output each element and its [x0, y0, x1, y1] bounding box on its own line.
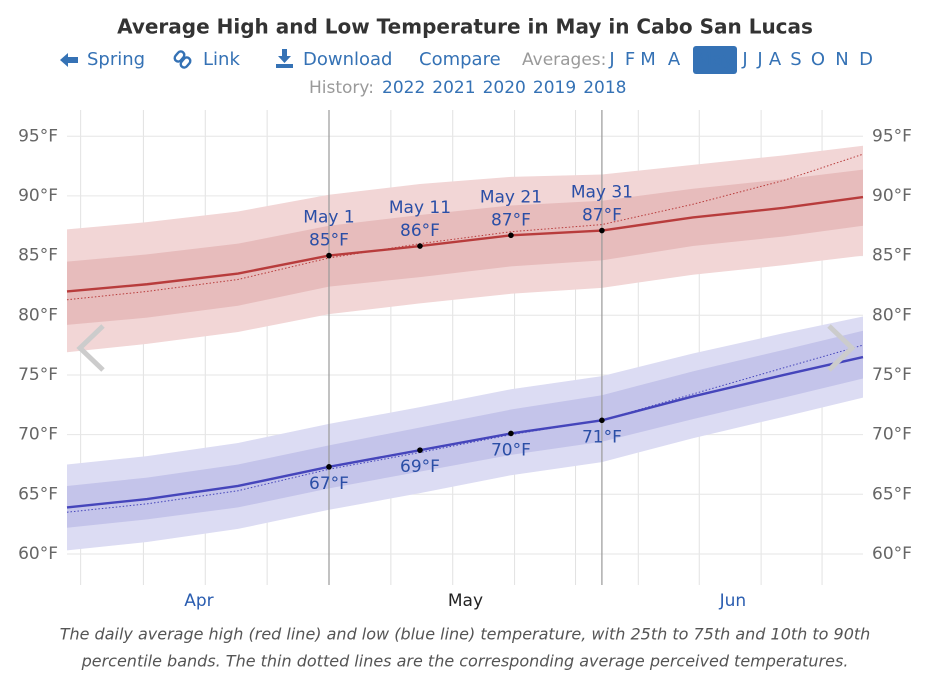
- month-link[interactable]: J: [756, 49, 762, 70]
- averages-label: Averages:: [522, 50, 606, 70]
- annotation-point: [508, 232, 514, 239]
- y-tick-label-right: 70°F: [872, 425, 912, 445]
- y-tick-label: 60°F: [18, 544, 58, 564]
- annotation-value: 86°F: [400, 221, 440, 241]
- annotation-value: 71°F: [582, 427, 622, 447]
- history-year[interactable]: 2022: [382, 78, 425, 98]
- annotation-point: [326, 464, 332, 470]
- nav-link[interactable]: Link: [203, 49, 240, 70]
- y-tick-label-right: 65°F: [872, 484, 912, 504]
- percentile-band: [67, 169, 863, 325]
- history-year[interactable]: 2019: [533, 78, 576, 98]
- month-link[interactable]: J: [608, 49, 614, 70]
- annotation-value: 70°F: [491, 440, 531, 460]
- month-link[interactable]: A: [668, 49, 681, 70]
- history-label: History:: [309, 78, 374, 98]
- month-link[interactable]: May: [696, 49, 734, 70]
- x-tick-label: Jun: [719, 591, 747, 611]
- y-tick-label: 65°F: [18, 484, 58, 504]
- perceived-line: [66, 344, 864, 513]
- active-month-bg: [693, 46, 737, 74]
- average-line: [66, 195, 864, 293]
- y-tick-label: 95°F: [18, 126, 58, 146]
- annotation-date: May 21: [480, 187, 542, 207]
- link-icon: [173, 50, 192, 69]
- annotation-value: 69°F: [400, 457, 440, 477]
- annotation-point: [508, 430, 514, 437]
- x-tick-label: May: [448, 591, 483, 611]
- y-tick-label-right: 75°F: [872, 365, 912, 385]
- annotation-point: [599, 417, 605, 424]
- y-tick-label: 70°F: [18, 425, 58, 445]
- y-tick-label: 90°F: [18, 186, 58, 206]
- y-tick-label: 80°F: [18, 305, 58, 325]
- download-icon: [276, 49, 293, 68]
- caption-line: The daily average high (red line) and lo…: [60, 625, 871, 644]
- y-tick-label: 75°F: [18, 365, 58, 385]
- annotation-value: 87°F: [491, 210, 531, 230]
- y-tick-label-right: 80°F: [872, 305, 912, 325]
- annotation-point: [417, 243, 423, 249]
- y-tick-label-right: 95°F: [872, 126, 912, 146]
- month-link[interactable]: O: [811, 49, 825, 70]
- average-line: [66, 355, 864, 509]
- month-link[interactable]: D: [859, 49, 873, 70]
- nav-link[interactable]: Spring: [87, 49, 145, 70]
- annotation-date: May 11: [389, 198, 451, 218]
- annotation-date: May 31: [571, 183, 633, 203]
- annotation-point: [417, 447, 423, 453]
- month-link[interactable]: F: [625, 49, 635, 70]
- y-tick-label-right: 85°F: [872, 246, 912, 266]
- x-tick-label: Apr: [184, 591, 213, 611]
- annotation-value: 87°F: [582, 206, 622, 226]
- back-icon: [60, 53, 78, 67]
- prev-arrow[interactable]: [76, 324, 105, 372]
- caption-line: percentile bands. The thin dotted lines …: [81, 652, 849, 671]
- month-link[interactable]: J: [741, 49, 747, 70]
- month-link[interactable]: S: [790, 49, 801, 70]
- y-tick-label: 85°F: [18, 246, 58, 266]
- annotation-point: [326, 252, 332, 259]
- history-year[interactable]: 2020: [483, 78, 526, 98]
- perceived-line: [66, 153, 864, 301]
- annotation-point: [599, 227, 605, 234]
- nav-link[interactable]: Compare: [419, 49, 501, 70]
- month-link[interactable]: A: [769, 49, 782, 70]
- annotation-value: 85°F: [309, 231, 349, 251]
- month-link[interactable]: N: [835, 49, 848, 70]
- title: Average High and Low Temperature in May …: [117, 15, 813, 39]
- annotation-value: 67°F: [309, 474, 349, 494]
- y-tick-label-right: 60°F: [872, 544, 912, 564]
- month-link[interactable]: M: [640, 49, 656, 70]
- y-tick-label-right: 90°F: [872, 186, 912, 206]
- next-arrow[interactable]: [827, 324, 856, 372]
- percentile-band: [67, 330, 863, 528]
- history-year[interactable]: 2021: [432, 78, 475, 98]
- nav-link[interactable]: Download: [303, 49, 392, 70]
- history-year[interactable]: 2018: [583, 78, 626, 98]
- annotation-date: May 1: [303, 208, 354, 228]
